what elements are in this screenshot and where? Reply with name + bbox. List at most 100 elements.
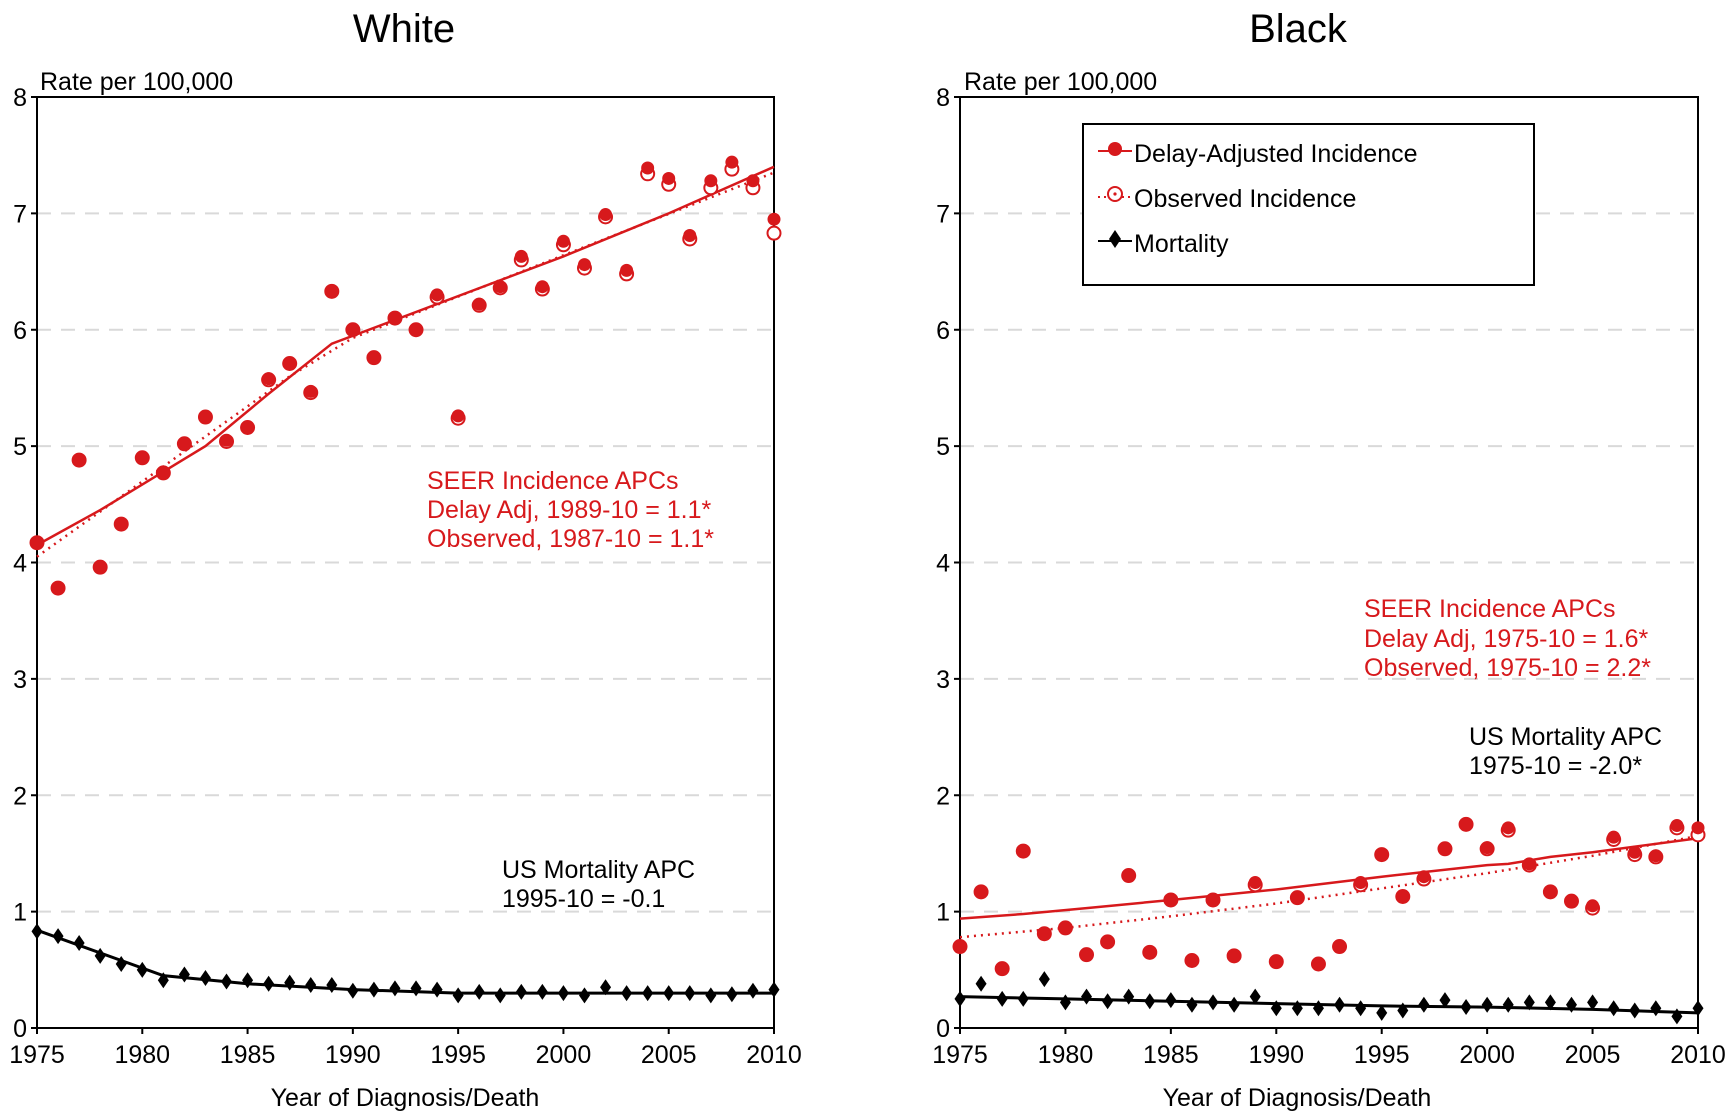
y-tick-label: 5 xyxy=(936,433,950,461)
delay-adjusted-incidence-point xyxy=(1164,893,1178,907)
delay-adjusted-incidence-point xyxy=(620,263,634,277)
x-tick-label: 2010 xyxy=(1670,1041,1726,1069)
y-tick-label: 4 xyxy=(936,550,950,578)
mortality-point xyxy=(1355,1000,1367,1017)
delay-adjusted-incidence-point xyxy=(746,174,760,188)
mortality-point xyxy=(1629,1002,1641,1019)
mortality-point xyxy=(1671,1008,1683,1025)
mortality-point xyxy=(115,955,127,972)
delay-adjusted-incidence-point xyxy=(367,351,381,365)
mortality-point xyxy=(1650,1000,1662,1017)
mortality-point xyxy=(178,966,190,983)
delay-adjusted-incidence-point xyxy=(1311,957,1325,971)
y-tick-label: 8 xyxy=(936,84,950,112)
mortality-point xyxy=(452,987,464,1004)
delay-adjusted-incidence-point xyxy=(641,161,655,175)
mortality-point xyxy=(1312,1000,1324,1017)
x-ticks-black: 1975 1980 1985 1990 1995 2000 2005 2010 xyxy=(932,1028,1726,1069)
delay-adjusted-incidence-point xyxy=(662,171,676,185)
mortality-point xyxy=(1144,993,1156,1010)
legend-entry-delay-adjusted: Delay-Adjusted Incidence xyxy=(1098,140,1418,168)
delay-adjusted-incidence-point xyxy=(1480,841,1494,855)
mortality-point xyxy=(621,985,633,1002)
mortality-point xyxy=(768,981,780,998)
mortality-point xyxy=(642,985,654,1002)
delay-adjusted-incidence-point xyxy=(1607,830,1621,844)
y-axis-label-white: Rate per 100,000 xyxy=(40,68,233,96)
delay-adjusted-incidence-point xyxy=(135,451,149,465)
mortality-point xyxy=(954,990,966,1007)
delay-adjusted-incidence-point xyxy=(30,536,44,550)
delay-adjusted-incidence-point xyxy=(1333,940,1347,954)
x-tick-label: 1985 xyxy=(1143,1041,1199,1069)
y-tick-label: 1 xyxy=(936,899,950,927)
legend-label: Observed Incidence xyxy=(1134,185,1356,213)
delay-adjusted-incidence-point xyxy=(1143,945,1157,959)
delay-adjusted-incidence-point xyxy=(1206,893,1220,907)
panel-title-white: White xyxy=(353,7,455,51)
incidence-apc-annotation-black: SEER Incidence APCs Delay Adj, 1975-10 =… xyxy=(1364,595,1651,682)
mortality-point xyxy=(389,980,401,997)
mortality-point xyxy=(1207,994,1219,1011)
mortality-point xyxy=(975,975,987,992)
mortality-point xyxy=(473,983,485,1000)
mortality-point xyxy=(284,974,296,991)
delay-adjusted-incidence-point xyxy=(1417,870,1431,884)
mortality-point xyxy=(1502,996,1514,1013)
delay-adjusted-incidence-point xyxy=(283,356,297,370)
mortality-point xyxy=(1186,996,1198,1013)
y-axis-label-black: Rate per 100,000 xyxy=(964,68,1157,96)
x-tick-label: 1980 xyxy=(1038,1041,1094,1069)
mortality-point xyxy=(368,981,380,998)
delay-adjusted-incidence-point xyxy=(1269,955,1283,969)
delay-adjusted-incidence-point xyxy=(1543,885,1557,899)
y-tick-label: 0 xyxy=(13,1015,27,1043)
mortality-point xyxy=(494,987,506,1004)
mortality-point xyxy=(347,982,359,999)
mortality-point xyxy=(1608,1000,1620,1017)
annotation-line: 1975-10 = -2.0* xyxy=(1469,752,1642,780)
delay-adjusted-incidence-point xyxy=(767,212,781,226)
mortality-point xyxy=(263,975,275,992)
delay-adjusted-incidence-point xyxy=(241,421,255,435)
filled-circle-icon xyxy=(1108,142,1122,156)
delay-adjusted-incidence-point xyxy=(493,280,507,294)
mortality-point xyxy=(663,985,675,1002)
mortality-point xyxy=(1038,971,1050,988)
delay-adjusted-incidence-point xyxy=(599,208,613,222)
x-tick-label: 1990 xyxy=(1248,1041,1304,1069)
observed-incidence-point xyxy=(766,225,782,241)
delay-adjusted-incidence-point xyxy=(472,297,486,311)
gridlines-white xyxy=(37,212,774,913)
annotation-line: Observed, 1975-10 = 2.2* xyxy=(1364,654,1651,682)
delay-adjusted-incidence-point xyxy=(262,372,276,386)
y-tick-label: 6 xyxy=(936,317,950,345)
mortality-point xyxy=(1460,999,1472,1016)
mortality-point xyxy=(515,983,527,1000)
delay-adjusted-incidence-point xyxy=(1586,899,1600,913)
annotation-line: SEER Incidence APCs xyxy=(1364,595,1616,623)
mortality-point xyxy=(996,990,1008,1007)
y-tick-label: 5 xyxy=(13,433,27,461)
delay-adjusted-incidence-point xyxy=(1037,927,1051,941)
mortality-point xyxy=(431,981,443,998)
delay-adjusted-incidence-point xyxy=(1564,894,1578,908)
mortality-point xyxy=(1081,988,1093,1005)
x-axis-label-white: Year of Diagnosis/Death xyxy=(271,1084,540,1111)
y-tick-label: 4 xyxy=(13,550,27,578)
y-tick-label: 3 xyxy=(936,666,950,694)
delay-adjusted-incidence-point xyxy=(430,288,444,302)
delay-adjusted-incidence-point xyxy=(725,155,739,169)
mortality-point xyxy=(726,986,738,1003)
delay-adjusted-incidence-point xyxy=(1185,954,1199,968)
mortality-point xyxy=(1523,994,1535,1011)
x-tick-label: 1980 xyxy=(114,1041,170,1069)
mortality-point xyxy=(73,935,85,952)
delay-adjusted-incidence-point xyxy=(325,284,339,298)
mortality-point xyxy=(410,980,422,997)
mortality-point xyxy=(326,976,338,993)
y-ticks-white: 0 1 2 3 4 5 6 7 8 xyxy=(13,84,37,1043)
y-tick-label: 1 xyxy=(13,899,27,927)
annotation-line: US Mortality APC xyxy=(502,856,695,884)
mortality-point xyxy=(1165,992,1177,1009)
